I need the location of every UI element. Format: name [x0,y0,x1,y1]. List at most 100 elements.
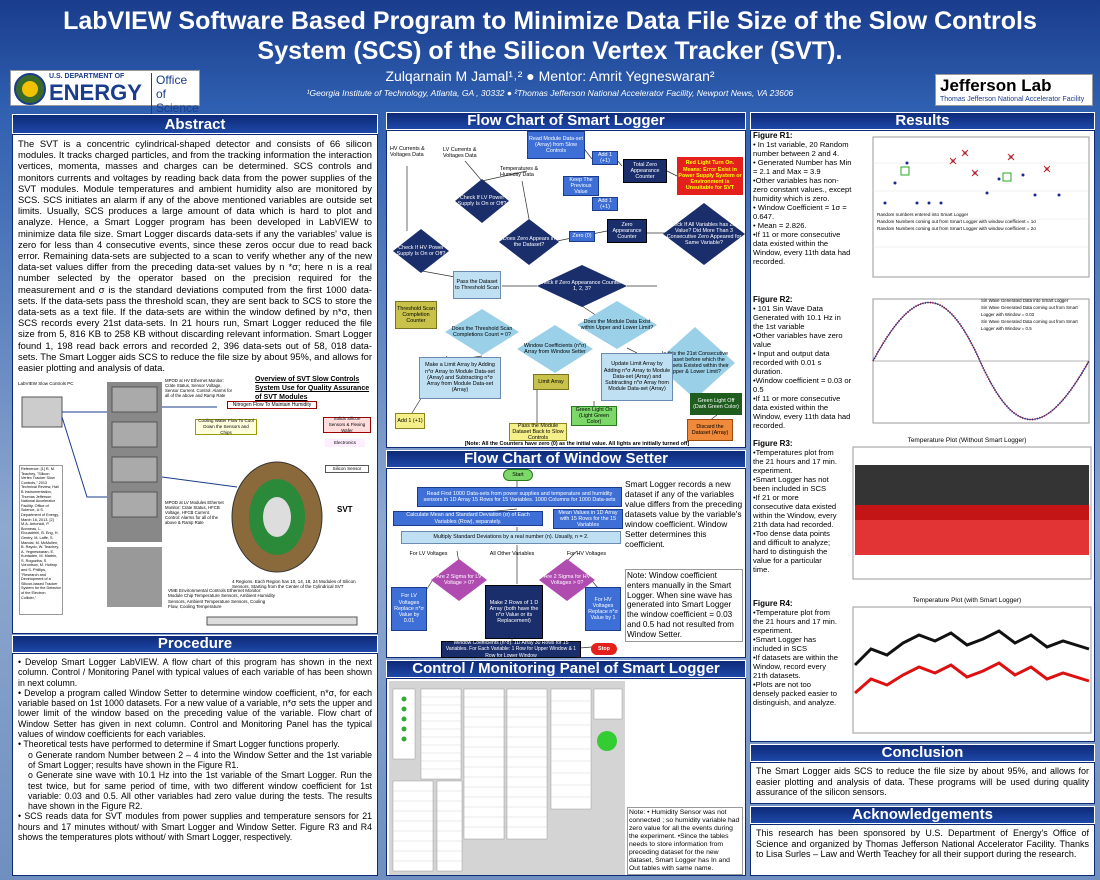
doe-office: Office of Science [151,73,199,115]
diagram-label: Cooling Water Flow To Cool Down the Sens… [195,418,257,435]
figure-label: Figure R2: [753,295,793,304]
jlab-main: Jefferson Lab [940,76,1052,95]
diagram-label: MPOD at HV Ethernet Monitor: Crate Statu… [165,378,233,398]
flow-node: Red Light Turn On. Means: Error Exist in… [677,157,743,195]
list-item: •Smart Logger has included in SCS [753,635,817,653]
figure-bullets: • 101 Sin Wave Data Generated with 10.1 … [753,304,853,430]
flow-node: Window Coefficients (n*σ): 1D Array 30 R… [441,640,581,659]
results-box: Figure R1: • In 1st variable, 20 Random n… [750,130,1095,742]
control-panel-box: Note: • Humidity Sensor was not connecte… [386,678,746,876]
panel-note: Note: • Humidity Sensor was not connecte… [627,807,743,875]
flow-node: Make a Limit Array by Adding n*σ Array t… [419,357,501,399]
flow-node: Green Light Off (Dark Green Color) [690,393,742,415]
flow-node: Pass the Dataset to Threshold Scan [453,271,501,299]
section-heading: Results [750,112,1095,130]
jlab-sub: Thomas Jefferson National Accelerator Fa… [940,96,1085,103]
plot-r1 [872,136,1090,278]
diagram-label: SVT [337,505,353,514]
list-item: •Too dense data points and difficult to … [753,529,831,574]
list-item: • Window Coefficient = 1σ = 0.647. [753,203,847,221]
acknowledgements-text: This research has been sponsored by U.S.… [750,824,1095,876]
legend: Sin Wave Generated Data into Smart Logge… [981,297,1091,332]
list-item: Sin Wave Generated Data coming out from … [981,319,1078,331]
flow-node: Calculate Mean and Standard Deviation (σ… [393,511,543,526]
authors: Zulqarnain M Jamal¹˒² ● Mentor: Amrit Ye… [385,68,715,84]
list-item: • 101 Sin Wave Data Generated with 10.1 … [753,304,841,331]
flow-node: Limit Array [533,374,569,390]
flow-node: Add 1 (+1) [592,197,618,211]
plot-r4 [852,606,1092,734]
flow-node: For HV Voltages Replace n*σ Value by 1 [585,587,621,631]
figure-label: Figure R4: [753,599,793,608]
conclusion-text: The Smart Logger aids SCS to reduce the … [750,762,1095,804]
flow-decision: Are 2 Sigma for HV Voltages > 0? [539,559,595,601]
figure-text: Figure R2: • 101 Sin Wave Data Generated … [753,295,853,430]
doe-seal [14,73,46,105]
diagram-label: LabVIEW Slow Controls PC [18,380,74,386]
figure-bullets: • In 1st variable, 20 Random number betw… [753,140,853,266]
abstract-box: The SVT is a concentric cylindrical-shap… [12,134,378,634]
smart-logger-flowchart: HV Currents & Voltages Data LV Currents … [386,130,746,448]
diagram-label: MPOD at LV Modules Ethernet Monitor: Cra… [165,500,224,525]
flow-node: Threshold Scan Completion Counter [395,301,437,329]
diagram-label: Nitrogen Flow To Maintain Humidity [227,401,317,409]
list-item: •Window coefficient = 0.03 or 0.5 [753,376,852,394]
legend: Random numbers entered into Smart Logger… [877,211,1092,232]
diagram-label: 4 Regions. Each Region has 10, 14, 18, 2… [232,578,356,589]
doe-main: ENERGY [49,80,142,105]
list-item: •If datasets are within the Window, reco… [753,653,838,680]
list-item: • Develop a program called Window Setter… [18,687,372,740]
abstract-text: The SVT is a concentric cylindrical-shap… [18,138,372,374]
flow-node: Read Module Data-set (Array) from Slow C… [527,131,585,159]
list-item: •If 21 or more consecutive data existed … [753,493,837,529]
plot-title: Temperature Plot (with Smart Logger) [912,597,1022,604]
list-item: Random numbers entered into Smart Logger [877,212,969,217]
list-item: • Mean = 2.826. [753,221,807,230]
list-item: • SCS reads data for SVT modules from po… [18,811,372,843]
flow-node: Add 1 (+1) [395,413,425,429]
list-item: • In 1st variable, 20 Random number betw… [753,140,849,158]
list-item: •Other variables have zero value [753,331,843,349]
poster-title: LabVIEW Software Based Program to Minimi… [63,7,1037,65]
svt-diagram: LabVIEW Slow Controls PC Overview of SVT… [17,376,373,631]
flow-node: Keep The Previous Value [563,176,599,196]
flow-node: HV Currents & Voltages Data [390,145,425,158]
flow-decision: Check If All Variables has Zero Value? D… [663,203,745,265]
doe-top: U.S. DEPARTMENT OF [49,73,125,80]
list-item: Random Numbers coming out from Smart Log… [877,226,1037,231]
flow-node: Make 2 Rows of 1 D Array (both have the … [485,585,543,639]
diagram-label: Solids Silicon Sensors & Flexing Wafer [323,416,371,433]
list-item: •Temperatures plot from the 21 hours and… [753,448,838,475]
diagram-label: VME Environmental Controls Ethernet Moni… [168,588,275,610]
flow-node: LV Currents & Voltages Data [443,146,477,159]
section-heading: Acknowledgements [750,806,1095,824]
figure-text: Figure R3: •Temperatures plot from the 21… [753,439,839,574]
svt-diagram-art [21,382,358,626]
flow-note: [Note: All the Counters have zero (0) as… [464,440,690,447]
section-heading: Control / Monitoring Panel of Smart Logg… [386,660,746,678]
list-item: • Develop Smart Logger LabVIEW. A flow c… [18,657,372,688]
flow-node: Green Light On (Light Green Color) [571,406,617,426]
list-item: Sin Wave Generated Data into Smart Logge… [981,298,1069,303]
list-item: o Generate random Number between 2 – 4 i… [28,749,372,770]
flow-label: For HV Voltages [566,550,607,557]
list-item: • Theoretical tests have performed to de… [18,739,340,750]
flow-node: Mean Values in 1D Array with 15 Rows for… [553,509,623,529]
flow-decision: Does the Threshold Scan Completions Coun… [445,309,519,355]
list-item: Random Numbers coming out from Smart Log… [877,219,1037,224]
section-heading: Flow Chart of Window Setter [386,450,746,468]
section-heading: Abstract [12,114,378,134]
flow-decision: Check if Zero Appearance Counter = 1, 2,… [537,265,627,307]
flow-node: Start [503,469,533,481]
flow-decision: Does Zero Appears in the Dataset? [499,219,559,265]
flow-node: Multiply Standard Deviations by a real n… [401,531,621,544]
flow-decision: Does the Module Data Exist within Upper … [577,301,657,349]
section-heading: Procedure [12,635,378,653]
figure-bullets: •Temperature plot from the 21 hours and … [753,608,839,707]
figure-text: Figure R4: •Temperature plot from the 21 … [753,599,839,707]
flow-node: Zero (0) [569,231,595,242]
flow-node: Stop [591,643,617,655]
flow-node: Temperatures & Humidity Data [500,165,539,178]
figure-bullets: •Temperatures plot from the 21 hours and… [753,448,839,574]
